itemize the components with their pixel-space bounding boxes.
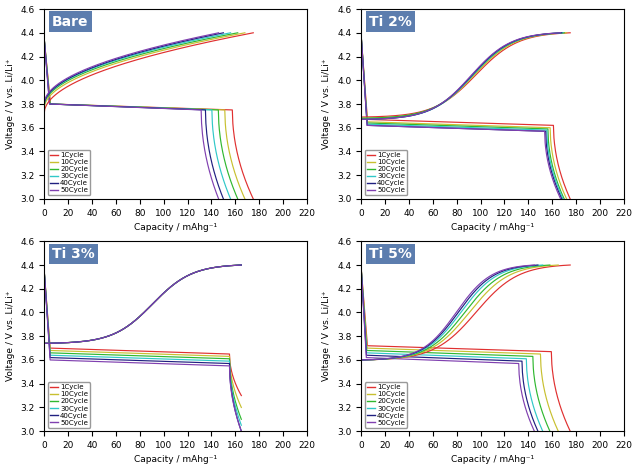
Text: Ti 5%: Ti 5% [369,247,412,261]
Y-axis label: Voltage / V vs. Li/Li⁺: Voltage / V vs. Li/Li⁺ [6,59,15,149]
X-axis label: Capacity / mAhg⁻¹: Capacity / mAhg⁻¹ [134,223,217,232]
Y-axis label: Voltage / V vs. Li/Li⁺: Voltage / V vs. Li/Li⁺ [322,59,332,149]
Text: Bare: Bare [52,15,89,29]
X-axis label: Capacity / mAhg⁻¹: Capacity / mAhg⁻¹ [451,223,534,232]
Y-axis label: Voltage / V vs. Li/Li⁺: Voltage / V vs. Li/Li⁺ [6,291,15,382]
Y-axis label: Voltage / V vs. Li/Li⁺: Voltage / V vs. Li/Li⁺ [322,291,332,382]
Legend: 1Cycle, 10Cycle, 20Cycle, 30Cycle, 40Cycle, 50Cycle: 1Cycle, 10Cycle, 20Cycle, 30Cycle, 40Cyc… [364,150,407,196]
X-axis label: Capacity / mAhg⁻¹: Capacity / mAhg⁻¹ [451,455,534,464]
X-axis label: Capacity / mAhg⁻¹: Capacity / mAhg⁻¹ [134,455,217,464]
Legend: 1Cycle, 10Cycle, 20Cycle, 30Cycle, 40Cycle, 50Cycle: 1Cycle, 10Cycle, 20Cycle, 30Cycle, 40Cyc… [364,382,407,428]
Text: Ti 3%: Ti 3% [52,247,95,261]
Legend: 1Cycle, 10Cycle, 20Cycle, 30Cycle, 40Cycle, 50Cycle: 1Cycle, 10Cycle, 20Cycle, 30Cycle, 40Cyc… [48,150,90,196]
Text: Ti 2%: Ti 2% [369,15,412,29]
Legend: 1Cycle, 10Cycle, 20Cycle, 30Cycle, 40Cycle, 50Cycle: 1Cycle, 10Cycle, 20Cycle, 30Cycle, 40Cyc… [48,382,90,428]
